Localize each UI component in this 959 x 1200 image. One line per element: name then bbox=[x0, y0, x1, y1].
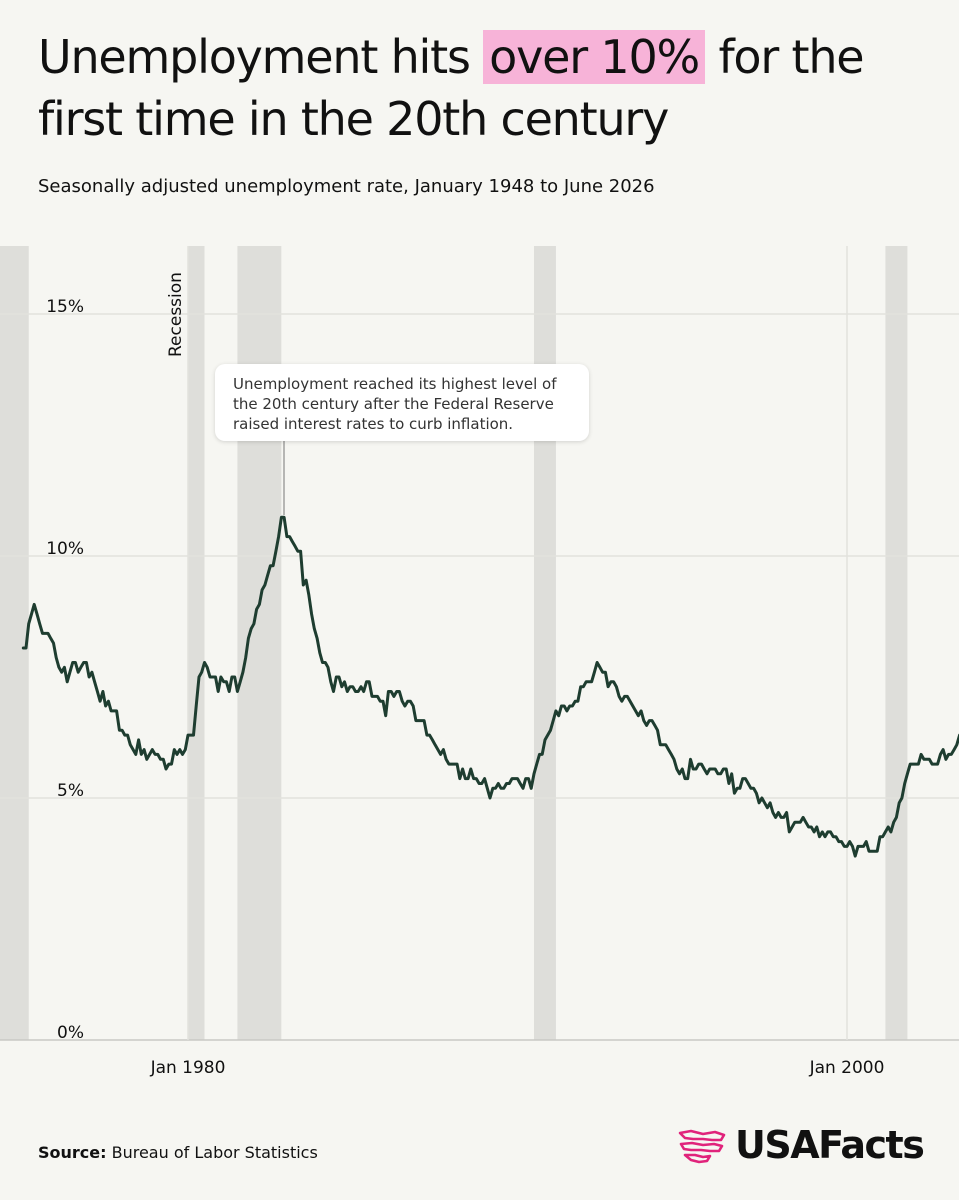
title-highlight: over 10% bbox=[483, 30, 706, 84]
series-group bbox=[21, 515, 959, 858]
unemployment-rate-line bbox=[21, 515, 959, 858]
annotation-callout: Unemployment reached its highest level o… bbox=[215, 364, 589, 441]
gridlines bbox=[0, 246, 959, 1041]
y-tick-label: 5% bbox=[57, 781, 84, 801]
y-axis-labels: 0% 5% 10% 15% bbox=[46, 297, 84, 1043]
usafacts-logo[interactable]: USAFacts bbox=[677, 1120, 925, 1170]
y-tick-label: 0% bbox=[57, 1023, 84, 1043]
recession-band-3 bbox=[533, 246, 556, 1040]
source-text: Bureau of Labor Statistics bbox=[106, 1143, 318, 1162]
title-part-2: for the first time in the 20th century bbox=[38, 30, 865, 146]
brand-name: USAFacts bbox=[735, 1123, 925, 1167]
source-label: Source: bbox=[38, 1143, 107, 1162]
y-tick-label: 15% bbox=[46, 297, 84, 317]
y-tick-label: 10% bbox=[46, 539, 84, 559]
recession-band-1 bbox=[188, 246, 205, 1040]
us-map-icon bbox=[678, 1129, 726, 1164]
x-axis-labels: Jan 1980 Jan 2000 bbox=[150, 1058, 885, 1078]
x-tick-label: Jan 2000 bbox=[809, 1058, 885, 1078]
recession-band-0 bbox=[0, 246, 29, 1040]
source-note: Source: Bureau of Labor Statistics bbox=[38, 1143, 318, 1162]
chart-subtitle: Seasonally adjusted unemployment rate, J… bbox=[38, 176, 655, 197]
x-tick-label: Jan 1980 bbox=[150, 1058, 226, 1078]
recession-label: Recession bbox=[166, 272, 186, 357]
chart-title: Unemployment hits over 10% for the first… bbox=[38, 26, 928, 150]
title-part-1: Unemployment hits bbox=[38, 30, 484, 84]
recession-band-4 bbox=[885, 246, 908, 1040]
